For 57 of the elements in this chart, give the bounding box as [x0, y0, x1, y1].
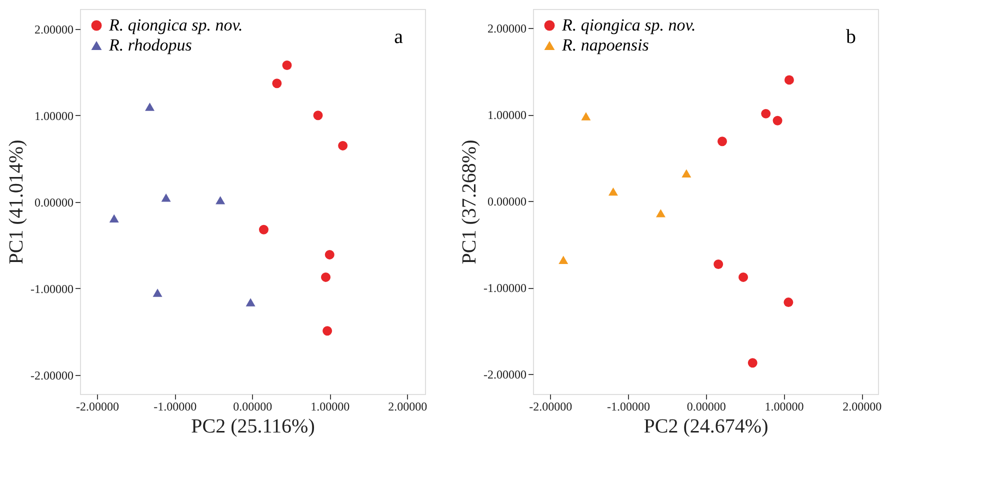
point [324, 250, 334, 260]
x-tick-label: 1.00000 [310, 400, 350, 414]
point [152, 288, 162, 297]
point [145, 102, 155, 111]
point [313, 110, 323, 120]
y-tick-label: -2.00000 [30, 368, 74, 382]
y-tick-label: 0.00000 [488, 194, 526, 209]
y-tick-label: 0.00000 [34, 195, 74, 210]
point [581, 112, 591, 120]
point [321, 272, 331, 282]
point [246, 298, 256, 306]
point [259, 224, 268, 234]
y-tick-label: -1.00000 [30, 282, 74, 296]
point [161, 194, 171, 202]
x-tick-label: -2.00000 [76, 400, 120, 414]
point [748, 358, 758, 368]
y-tick-label: -1.00000 [484, 281, 526, 296]
x-tick-label: -1.00000 [154, 400, 197, 414]
x-tick-label: 0.00000 [233, 400, 272, 414]
x-tick-label: 0.00000 [686, 400, 726, 414]
point [718, 136, 727, 146]
point [761, 108, 771, 118]
x-tick-label: 1.00000 [764, 400, 804, 414]
point [714, 259, 724, 269]
point [682, 169, 692, 178]
legend-label: R. rhodopus [108, 36, 192, 54]
point [338, 140, 348, 150]
annotation: b [846, 26, 856, 48]
point [322, 326, 332, 336]
point [772, 116, 782, 126]
y-tick-label: 1.00000 [34, 108, 74, 123]
y-tick-label: 2.00000 [488, 22, 526, 36]
point [272, 78, 282, 88]
point [109, 214, 119, 222]
y-axis-title: PC1 (41.014%) [6, 140, 28, 264]
y-tick-label: 1.00000 [488, 108, 526, 122]
y-axis-title: PC1 (37.268%) [458, 140, 481, 264]
legend-label: R. napoensis [561, 36, 650, 54]
point [608, 187, 618, 196]
y-tick-label: -2.00000 [484, 368, 526, 382]
point [282, 60, 292, 70]
point [784, 298, 794, 308]
annotation: a [394, 26, 404, 48]
x-tick-label: 2.00000 [388, 400, 428, 414]
point [738, 272, 748, 282]
x-axis-title: PC2 (24.674%) [644, 416, 768, 438]
x-tick-label: -1.00000 [607, 400, 650, 414]
point [784, 75, 794, 85]
point [216, 196, 226, 204]
point [656, 209, 666, 218]
legend-label: R. qiongica sp. nov. [561, 16, 696, 34]
x-axis-title: PC2 (25.116%) [191, 416, 315, 438]
legend-label: R. qiongica sp. nov. [108, 16, 243, 34]
x-tick-label: -2.00000 [529, 400, 572, 414]
x-tick-label: 2.00000 [842, 400, 882, 414]
y-tick-label: 2.00000 [34, 22, 74, 36]
point [558, 256, 568, 264]
